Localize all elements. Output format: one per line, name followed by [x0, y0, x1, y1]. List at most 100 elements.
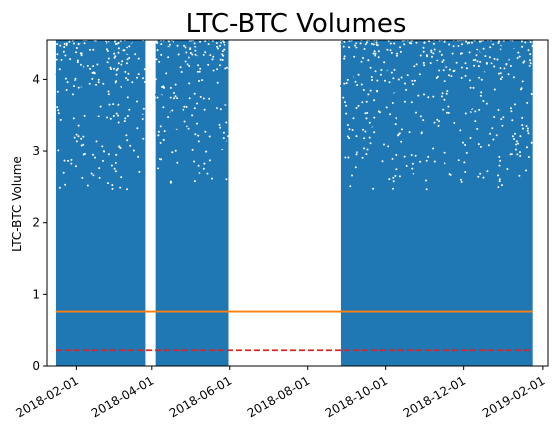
- scatter-gap-point: [185, 105, 188, 108]
- scatter-gap-point: [103, 150, 106, 153]
- scatter-gap-point: [432, 42, 435, 45]
- scatter-gap-point: [160, 158, 163, 161]
- scatter-gap-point: [92, 71, 95, 74]
- scatter-gap-point: [219, 44, 221, 47]
- scatter-point: [187, 96, 189, 99]
- scatter-gap-point: [167, 116, 170, 119]
- scatter-gap-point: [117, 114, 120, 117]
- scatter-point: [361, 47, 364, 49]
- scatter-point: [437, 174, 439, 177]
- scatter-point: [454, 113, 457, 116]
- scatter-gap-point: [171, 151, 174, 154]
- scatter-gap-point: [157, 130, 160, 133]
- scatter-gap-point: [196, 70, 199, 73]
- scatter-gap-point: [346, 135, 349, 138]
- scatter-point: [416, 85, 419, 88]
- scatter-gap-point: [363, 48, 366, 50]
- scatter-gap-point: [498, 164, 501, 167]
- scatter-point: [340, 43, 343, 46]
- scatter-point: [489, 65, 492, 68]
- scatter-gap-point: [95, 83, 98, 86]
- scatter-gap-point: [521, 124, 524, 127]
- scatter-point: [361, 123, 364, 126]
- scatter-point: [514, 167, 517, 170]
- scatter-gap-point: [451, 52, 454, 55]
- scatter-gap-point: [223, 41, 225, 44]
- scatter-gap-point: [218, 123, 221, 126]
- scatter-point: [344, 152, 347, 155]
- scatter-gap-point: [167, 56, 170, 59]
- x-axis: 2018-02-01 2018-04-01 2018-06-01 2018-08-01…: [13, 366, 547, 420]
- scatter-gap-point: [404, 82, 406, 85]
- scatter-point: [138, 127, 141, 130]
- scatter-gap-point: [403, 155, 406, 158]
- scatter-gap-point: [80, 137, 83, 140]
- scatter-gap-point: [425, 179, 427, 182]
- scatter-point: [341, 128, 344, 131]
- scatter-point: [440, 139, 443, 142]
- scatter-point: [354, 54, 357, 56]
- scatter-segment-1: [55, 40, 146, 366]
- scatter-point: [390, 76, 393, 78]
- scatter-gap-point: [194, 53, 197, 56]
- scatter-point: [434, 115, 437, 118]
- scatter-point: [409, 138, 411, 140]
- scatter-gap-point: [529, 41, 532, 44]
- scatter-point: [168, 110, 171, 113]
- scatter-point: [190, 57, 193, 60]
- scatter-gap-point: [510, 107, 512, 110]
- scatter-gap-point: [464, 74, 467, 77]
- scatter-point: [81, 85, 84, 88]
- scatter-point: [385, 173, 387, 176]
- scatter-point: [184, 163, 187, 166]
- scatter-gap-point: [80, 54, 83, 57]
- scatter-point: [528, 137, 531, 140]
- scatter-point: [523, 57, 526, 60]
- scatter-point: [184, 81, 187, 84]
- scatter-gap-point: [460, 66, 463, 69]
- scatter-gap-point: [373, 99, 376, 102]
- scatter-point: [83, 86, 86, 89]
- y-tick-label: 1: [32, 287, 40, 301]
- scatter-gap-point: [343, 40, 346, 43]
- scatter-gap-point: [517, 142, 519, 145]
- scatter-gap-point: [191, 53, 194, 56]
- scatter-point: [439, 90, 442, 93]
- scatter-gap-point: [75, 165, 77, 168]
- scatter-point: [353, 124, 356, 127]
- scatter-gap-point: [457, 159, 460, 162]
- scatter-gap-point: [225, 66, 228, 69]
- scatter-point: [430, 47, 433, 50]
- scatter-gap-point: [118, 145, 121, 148]
- scatter-gap-point: [62, 50, 65, 53]
- scatter-point: [370, 97, 373, 100]
- scatter-point: [122, 154, 125, 157]
- scatter-point: [87, 87, 90, 90]
- scatter-gap-point: [109, 117, 112, 120]
- scatter-point: [357, 130, 360, 133]
- scatter-point: [366, 46, 369, 49]
- x-tick-label: 2018-06-01: [167, 373, 234, 420]
- scatter-gap-point: [447, 105, 450, 108]
- scatter-point: [74, 80, 77, 83]
- scatter-point: [160, 72, 163, 75]
- scatter-gap-point: [345, 82, 348, 85]
- scatter-gap-point: [465, 67, 468, 70]
- scatter-point: [108, 59, 111, 62]
- scatter-gap-point: [493, 88, 496, 91]
- scatter-gap-point: [168, 43, 171, 46]
- scatter-gap-point: [400, 76, 403, 79]
- scatter-gap-point: [492, 138, 495, 141]
- scatter-gap-point: [351, 174, 353, 177]
- scatter-gap-point: [392, 176, 395, 179]
- scatter-gap-point: [514, 148, 517, 151]
- scatter-gap-point: [106, 50, 109, 52]
- scatter-point: [411, 174, 414, 177]
- scatter-gap-point: [128, 57, 131, 59]
- scatter-point: [130, 41, 133, 44]
- scatter-gap-point: [410, 154, 413, 156]
- scatter-gap-point: [432, 52, 435, 55]
- scatter-gap-point: [60, 58, 63, 61]
- scatter-gap-point: [499, 67, 502, 70]
- scatter-gap-point: [498, 180, 501, 183]
